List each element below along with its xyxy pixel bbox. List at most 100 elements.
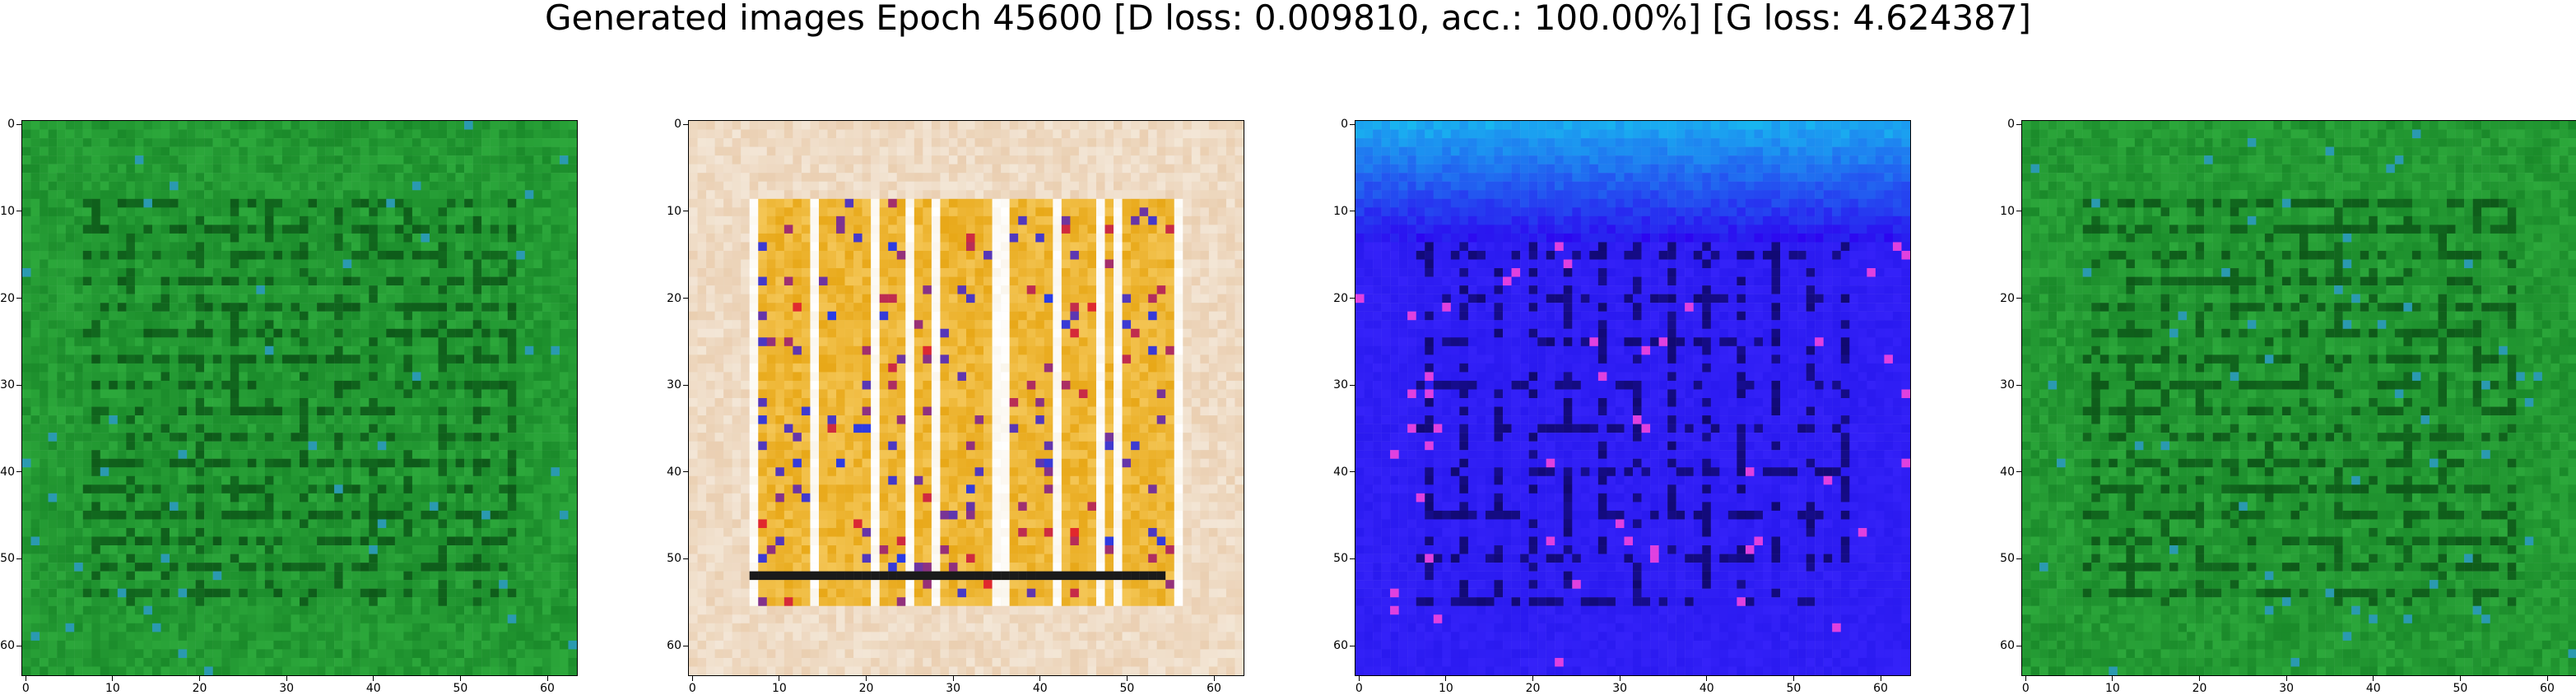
image-panel-1: 0 10 20 30 40 50 60 0 10 20 30 40 50 60 (0, 0, 584, 695)
y-tick-mark (2016, 298, 2021, 299)
y-tick-label: 30 (0, 378, 15, 392)
y-tick-label: 30 (1333, 378, 1348, 392)
x-tick-label: 40 (365, 682, 381, 695)
x-tick-mark (2025, 676, 2026, 681)
y-tick-mark (2016, 384, 2021, 386)
y-tick-label: 10 (2000, 204, 2015, 218)
x-tick-label: 30 (1612, 682, 1628, 695)
x-tick-label: 60 (2540, 682, 2555, 695)
y-tick-mark (1350, 471, 1355, 473)
x-tick-label: 30 (946, 682, 961, 695)
x-tick-label: 10 (1438, 682, 1453, 695)
x-tick-mark (286, 676, 287, 681)
y-tick-label: 10 (0, 204, 15, 218)
x-tick-label: 0 (2021, 682, 2030, 695)
y-tick-label: 50 (0, 552, 15, 566)
y-tick-label: 60 (667, 639, 681, 653)
x-tick-mark (199, 676, 201, 681)
y-tick-mark (1350, 123, 1355, 125)
x-tick-mark (2459, 676, 2461, 681)
x-tick-label: 50 (453, 682, 468, 695)
pixel-image-4 (2022, 121, 2576, 675)
x-tick-label: 40 (2365, 682, 2381, 695)
y-tick-label: 30 (667, 378, 681, 392)
y-tick-label: 20 (667, 291, 681, 305)
x-tick-mark (1126, 676, 1128, 681)
y-tick-label: 40 (0, 465, 15, 479)
generated-image-1 (21, 120, 578, 676)
x-tick-label: 50 (1119, 682, 1135, 695)
y-tick-mark (683, 558, 688, 559)
generated-image-2 (688, 120, 1244, 676)
y-tick-label: 10 (667, 204, 681, 218)
y-tick-label: 0 (7, 118, 15, 132)
y-tick-label: 60 (2000, 639, 2015, 653)
y-tick-label: 20 (0, 291, 15, 305)
y-tick-mark (683, 298, 688, 299)
y-tick-mark (683, 384, 688, 386)
y-tick-label: 0 (1341, 118, 1348, 132)
x-tick-label: 50 (1786, 682, 1802, 695)
y-tick-mark (16, 384, 21, 386)
x-tick-mark (1706, 676, 1708, 681)
x-tick-mark (2112, 676, 2113, 681)
y-tick-mark (16, 298, 21, 299)
x-tick-mark (1039, 676, 1041, 681)
x-tick-mark (1445, 676, 1447, 681)
image-panel-4: 0 10 20 30 40 50 60 0 10 20 30 40 50 60 (2000, 0, 2576, 695)
x-tick-mark (952, 676, 954, 681)
x-tick-label: 20 (2192, 682, 2207, 695)
x-tick-label: 60 (540, 682, 555, 695)
x-tick-label: 40 (1699, 682, 1714, 695)
x-tick-label: 0 (688, 682, 696, 695)
y-tick-mark (16, 471, 21, 473)
x-tick-mark (2285, 676, 2287, 681)
y-tick-mark (683, 471, 688, 473)
y-tick-mark (683, 123, 688, 125)
y-tick-label: 50 (2000, 552, 2015, 566)
x-tick-label: 40 (1032, 682, 1048, 695)
generated-image-3 (1355, 120, 1911, 676)
x-tick-label: 50 (2453, 682, 2468, 695)
x-tick-mark (2546, 676, 2548, 681)
x-tick-label: 10 (105, 682, 120, 695)
y-tick-label: 40 (1333, 465, 1348, 479)
x-tick-mark (546, 676, 548, 681)
y-tick-mark (1350, 384, 1355, 386)
x-tick-mark (112, 676, 114, 681)
y-tick-label: 40 (2000, 465, 2015, 479)
image-panel-3: 0 10 20 30 40 50 60 0 10 20 30 40 50 60 (1333, 0, 1918, 695)
y-tick-mark (2016, 123, 2021, 125)
pixel-image-1 (22, 121, 577, 675)
y-tick-label: 60 (0, 639, 15, 653)
x-tick-mark (1532, 676, 1534, 681)
y-tick-label: 0 (674, 118, 681, 132)
x-tick-mark (691, 676, 693, 681)
x-tick-mark (1793, 676, 1794, 681)
x-tick-label: 30 (279, 682, 295, 695)
y-tick-mark (2016, 558, 2021, 559)
x-tick-label: 0 (1355, 682, 1363, 695)
pixel-image-3 (1355, 121, 1910, 675)
pixel-image-2 (689, 121, 1244, 675)
x-tick-label: 10 (2104, 682, 2120, 695)
y-tick-label: 0 (2007, 118, 2015, 132)
y-tick-mark (1350, 558, 1355, 559)
figure-title: Generated images Epoch 45600 [D loss: 0.… (544, 0, 2032, 38)
x-tick-label: 20 (1525, 682, 1541, 695)
x-tick-label: 60 (1873, 682, 1888, 695)
y-tick-mark (16, 558, 21, 559)
y-tick-label: 20 (2000, 291, 2015, 305)
x-tick-label: 20 (858, 682, 874, 695)
y-tick-label: 50 (1333, 552, 1348, 566)
x-tick-label: 60 (1207, 682, 1221, 695)
generated-image-4 (2021, 120, 2576, 676)
x-tick-label: 30 (2279, 682, 2295, 695)
y-tick-mark (1350, 298, 1355, 299)
x-tick-mark (459, 676, 461, 681)
y-tick-label: 20 (1333, 291, 1348, 305)
y-tick-label: 30 (2000, 378, 2015, 392)
x-tick-mark (1213, 676, 1215, 681)
y-tick-label: 40 (667, 465, 681, 479)
y-tick-label: 10 (1333, 204, 1348, 218)
